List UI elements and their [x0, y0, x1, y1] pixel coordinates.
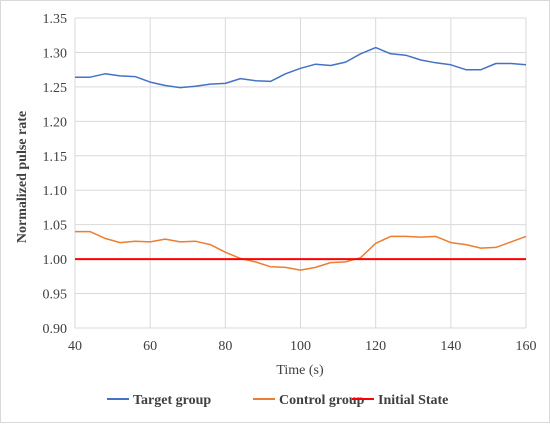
x-tick-label: 40 [68, 339, 82, 354]
tick-layer: 0.90 0.95 1.00 1.05 1.10 1.15 1.20 1.25 1.30 1.35… [43, 12, 537, 354]
legend-label-initial-state: Initial State [378, 393, 448, 408]
y-tick-label: 1.30 [43, 46, 68, 61]
x-tick-label: 60 [143, 339, 157, 354]
grid-layer [74, 17, 527, 329]
y-tick-label: 1.05 [43, 219, 68, 234]
y-tick-label: 1.15 [43, 150, 68, 165]
legend: Target group Control group Initial State [107, 393, 448, 408]
y-tick-label: 1.10 [43, 184, 68, 199]
x-tick-label: 140 [440, 339, 461, 354]
x-tick-label: 100 [290, 339, 311, 354]
x-tick-label: 80 [218, 339, 232, 354]
y-tick-label: 1.20 [43, 115, 68, 130]
series-line-control-group [75, 230, 527, 271]
legend-label-control-group: Control group [279, 393, 365, 408]
y-tick-label: 0.90 [43, 322, 68, 337]
legend-label-target-group: Target group [133, 393, 211, 408]
x-tick-label: 120 [365, 339, 386, 354]
x-axis-title: Time (s) [276, 363, 324, 378]
series-line-target-group [75, 46, 527, 89]
y-tick-label: 1.35 [43, 12, 68, 27]
y-tick-label: 0.95 [43, 288, 68, 303]
x-tick-label: 160 [516, 339, 537, 354]
y-axis-title: Normalized pulse rate [15, 111, 30, 243]
series-layer [75, 46, 527, 271]
y-tick-label: 1.00 [43, 253, 68, 268]
y-tick-label: 1.25 [43, 81, 68, 96]
